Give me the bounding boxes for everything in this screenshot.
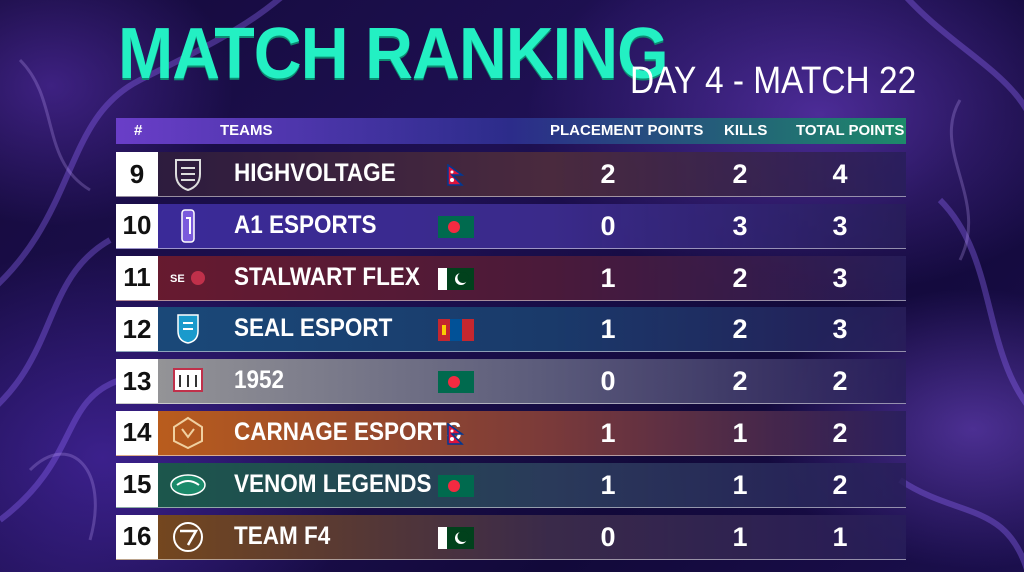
kills: 1 <box>732 417 748 448</box>
placement-points: 1 <box>600 314 616 345</box>
match-subtitle: DAY 4 - MATCH 22 <box>630 60 917 102</box>
page-title: MATCH RANKING <box>118 14 669 94</box>
table-header: # TEAMS PLACEMENT POINTS KILLS TOTAL POI… <box>116 118 906 144</box>
header-total: TOTAL POINTS <box>796 122 905 139</box>
table-row: 14 CARNAGE ESPORTS 1 1 2 <box>116 410 906 456</box>
rank-number: 14 <box>116 410 158 455</box>
placement-points: 1 <box>600 262 616 293</box>
table-row: 11 SE STALWART FLEX 1 2 3 <box>116 255 906 301</box>
rank-number: 11 <box>116 255 158 300</box>
total-points: 3 <box>832 210 848 241</box>
ranking-table: 9 HIGHVOLTAGE 2 2 4 10 A1 ESPORTS 0 3 3 … <box>116 152 906 566</box>
rank-number: 9 <box>116 152 158 196</box>
pakistan-flag-icon <box>438 267 474 290</box>
total-points: 3 <box>832 314 848 345</box>
rank-number: 12 <box>116 307 158 352</box>
bangladesh-flag-icon <box>438 474 474 497</box>
venom-logo-icon <box>170 474 206 496</box>
f4-logo-icon <box>173 521 203 552</box>
seal-logo-icon <box>177 314 199 345</box>
team-name: VENOM LEGENDS <box>234 469 432 498</box>
bangladesh-flag-icon <box>438 371 474 394</box>
total-points: 1 <box>832 521 848 552</box>
table-row: 10 A1 ESPORTS 0 3 3 <box>116 203 906 249</box>
rank-number: 16 <box>116 514 158 559</box>
1952-logo-icon <box>173 368 203 393</box>
nepal-flag-icon <box>447 422 465 445</box>
pakistan-flag-icon <box>438 526 474 549</box>
header-teams: TEAMS <box>220 122 273 139</box>
kills: 2 <box>732 314 748 345</box>
table-row: 15 VENOM LEGENDS 1 1 2 <box>116 462 906 508</box>
total-points: 2 <box>832 417 848 448</box>
svg-text:SE: SE <box>170 273 185 285</box>
placement-points: 0 <box>600 210 616 241</box>
placement-points: 0 <box>600 366 616 397</box>
team-name: SEAL ESPORT <box>234 314 393 343</box>
nepal-flag-icon <box>447 164 465 186</box>
total-points: 2 <box>832 469 848 500</box>
table-row: 13 1952 0 2 2 <box>116 359 906 405</box>
kills: 2 <box>732 262 748 293</box>
team-name: STALWART FLEX <box>234 262 420 291</box>
table-row: 12 SEAL ESPORT 1 2 3 <box>116 307 906 353</box>
header-rank: # <box>134 122 143 139</box>
header-kills: KILLS <box>724 122 768 139</box>
table-row: 9 HIGHVOLTAGE 2 2 4 <box>116 152 906 197</box>
team-name: 1952 <box>234 366 285 395</box>
kills: 2 <box>732 159 748 189</box>
total-points: 4 <box>832 159 848 189</box>
total-points: 2 <box>832 366 848 397</box>
bangladesh-flag-icon <box>438 215 474 238</box>
placement-points: 1 <box>600 417 616 448</box>
shield-logo-icon <box>175 159 201 192</box>
stalwart-logo-icon: SE <box>170 270 205 285</box>
team-name: TEAM F4 <box>234 521 331 550</box>
kills: 1 <box>732 521 748 552</box>
kills: 2 <box>732 366 748 397</box>
placement-points: 2 <box>600 159 616 189</box>
placement-points: 0 <box>600 521 616 552</box>
team-name: HIGHVOLTAGE <box>234 159 396 187</box>
rank-number: 15 <box>116 462 158 507</box>
team-name: A1 ESPORTS <box>234 210 377 239</box>
kills: 3 <box>732 210 748 241</box>
mongolia-flag-icon <box>438 319 474 342</box>
team-name: CARNAGE ESPORTS <box>234 417 462 446</box>
kills: 1 <box>732 469 748 500</box>
table-row: 16 TEAM F4 0 1 1 <box>116 514 906 560</box>
carnage-logo-icon <box>173 416 203 450</box>
header-placement: PLACEMENT POINTS <box>550 122 704 139</box>
rank-number: 10 <box>116 203 158 248</box>
rank-number: 13 <box>116 359 158 404</box>
placement-points: 1 <box>600 469 616 500</box>
total-points: 3 <box>832 262 848 293</box>
a1-logo-icon <box>181 209 195 243</box>
